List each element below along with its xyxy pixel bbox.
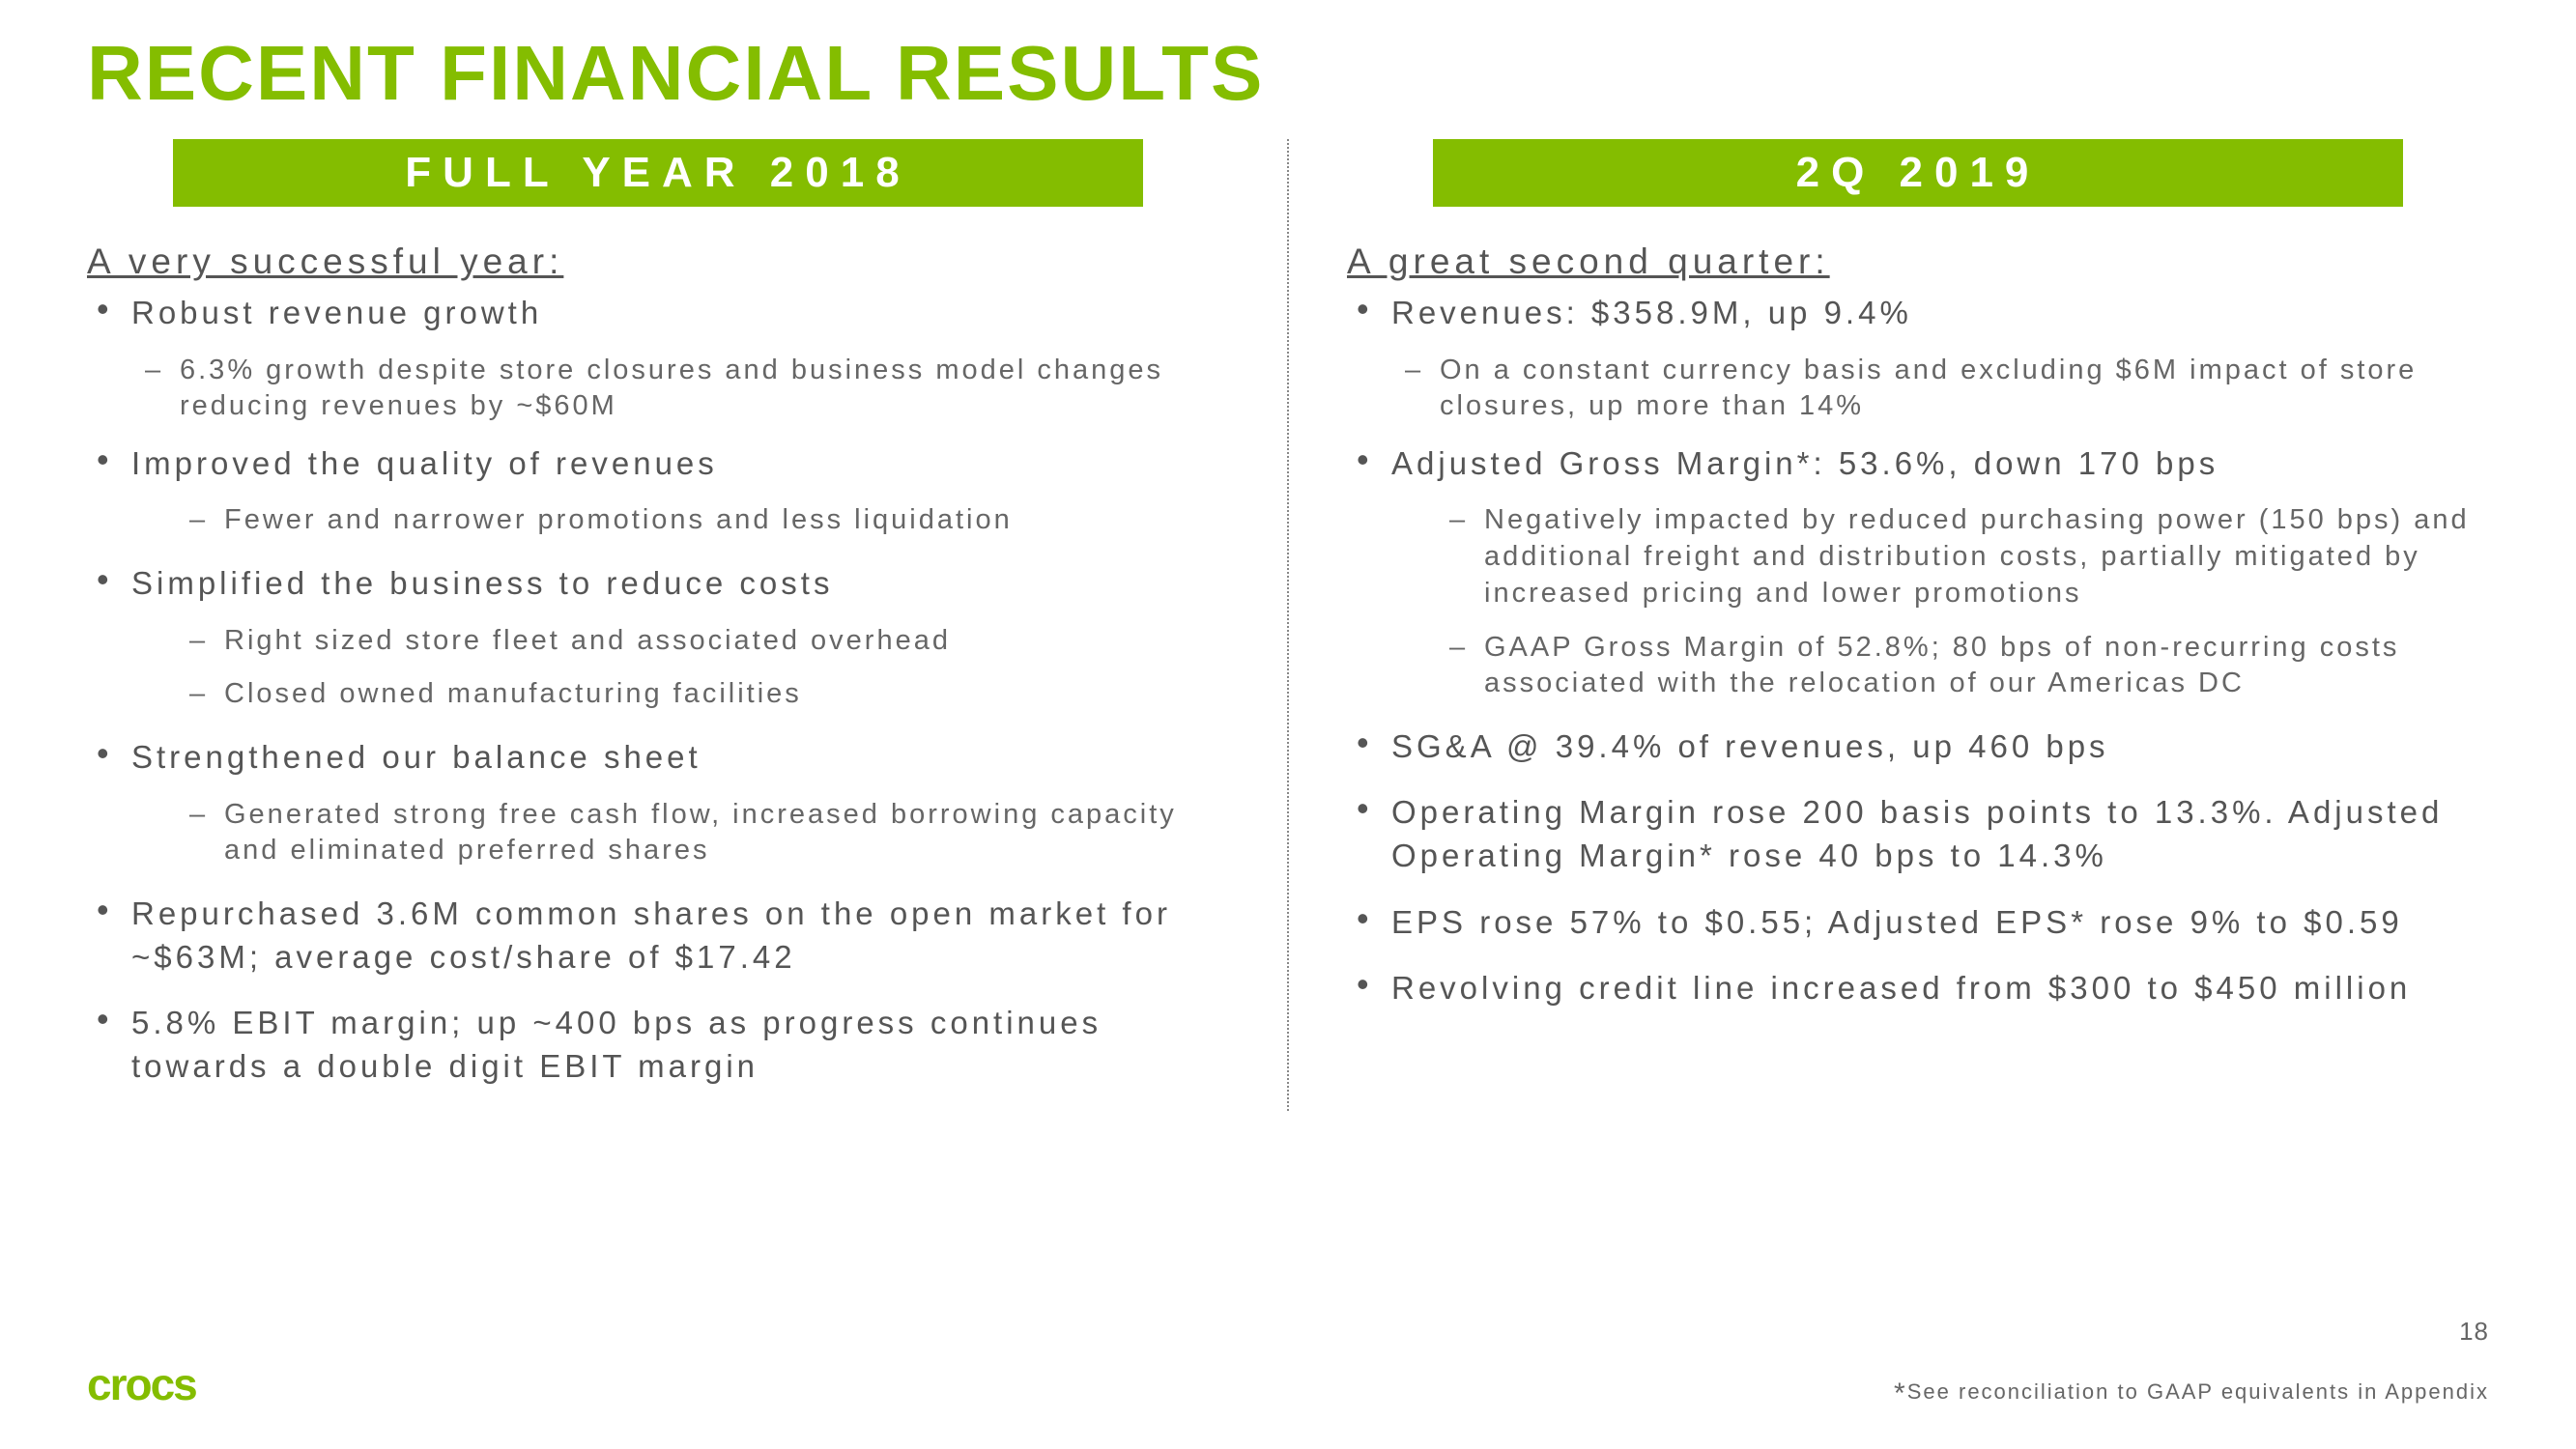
sub-list: Fewer and narrower promotions and less l…	[131, 502, 1229, 539]
bullet-text: Simplified the business to reduce costs	[131, 565, 833, 601]
sub-item: Negatively impacted by reduced purchasin…	[1440, 502, 2489, 611]
footnote-text: See reconciliation to GAAP equivalents i…	[1907, 1379, 2489, 1404]
right-first-bullet: Revenues: $358.9M, up 9.4%	[1347, 292, 2489, 335]
left-bullet-list: Improved the quality of revenues Fewer an…	[87, 442, 1229, 1088]
left-column: FULL YEAR 2018 A very successful year: R…	[87, 139, 1277, 1111]
bullet-item: Repurchased 3.6M common shares on the op…	[87, 893, 1229, 979]
footer: crocs 18 *See reconciliation to GAAP equ…	[87, 1317, 2489, 1410]
content-columns: FULL YEAR 2018 A very successful year: R…	[87, 139, 2489, 1111]
bullet-text: SG&A @ 39.4% of revenues, up 460 bps	[1391, 728, 2109, 764]
sub-item: Generated strong free cash flow, increas…	[180, 797, 1229, 869]
bullet-item: Adjusted Gross Margin*: 53.6%, down 170 …	[1347, 442, 2489, 702]
left-subtitle: A very successful year:	[87, 242, 1229, 282]
bullet-text: Adjusted Gross Margin*: 53.6%, down 170 …	[1391, 445, 2218, 481]
bullet-text: Strengthened our balance sheet	[131, 739, 701, 775]
right-first-sublist: On a constant currency basis and excludi…	[1347, 353, 2489, 425]
sub-list: Right sized store fleet and associated o…	[131, 623, 1229, 713]
brand-logo: crocs	[87, 1358, 196, 1410]
left-first-bullet: Robust revenue growth	[87, 292, 1229, 335]
right-column: 2Q 2019 A great second quarter: Revenues…	[1299, 139, 2489, 1111]
footnote: *See reconciliation to GAAP equivalents …	[1894, 1378, 2489, 1410]
sub-item: On a constant currency basis and excludi…	[1395, 353, 2489, 425]
sub-list: Generated strong free cash flow, increas…	[131, 797, 1229, 869]
page-title: RECENT FINANCIAL RESULTS	[87, 29, 2489, 118]
sub-item: GAAP Gross Margin of 52.8%; 80 bps of no…	[1440, 630, 2489, 702]
left-first-sublist: 6.3% growth despite store closures and b…	[87, 353, 1229, 425]
bullet-item: SG&A @ 39.4% of revenues, up 460 bps	[1347, 725, 2489, 769]
sub-item: Right sized store fleet and associated o…	[180, 623, 1229, 660]
left-header-bar: FULL YEAR 2018	[173, 139, 1144, 207]
bullet-text: 5.8% EBIT margin; up ~400 bps as progres…	[131, 1005, 1102, 1084]
sub-list: Negatively impacted by reduced purchasin…	[1391, 502, 2489, 701]
page-number: 18	[2459, 1317, 2489, 1347]
column-divider	[1287, 139, 1289, 1111]
bullet-text: EPS rose 57% to $0.55; Adjusted EPS* ros…	[1391, 904, 2403, 940]
bullet-item: Operating Margin rose 200 basis points t…	[1347, 791, 2489, 877]
right-subtitle: A great second quarter:	[1347, 242, 2489, 282]
right-bullet-list: Adjusted Gross Margin*: 53.6%, down 170 …	[1347, 442, 2489, 1010]
right-header-bar: 2Q 2019	[1433, 139, 2404, 207]
bullet-text: Operating Margin rose 200 basis points t…	[1391, 794, 2443, 873]
sub-item: Closed owned manufacturing facilities	[180, 676, 1229, 713]
bullet-text: Improved the quality of revenues	[131, 445, 718, 481]
bullet-item: Revolving credit line increased from $30…	[1347, 967, 2489, 1010]
bullet-text: Repurchased 3.6M common shares on the op…	[131, 895, 1171, 975]
bullet-item: Simplified the business to reduce costs R…	[87, 562, 1229, 713]
footer-right: 18 *See reconciliation to GAAP equivalen…	[1894, 1317, 2489, 1410]
sub-item: Fewer and narrower promotions and less l…	[180, 502, 1229, 539]
sub-item: 6.3% growth despite store closures and b…	[135, 353, 1229, 425]
bullet-text: Revolving credit line increased from $30…	[1391, 970, 2411, 1006]
bullet-item: Improved the quality of revenues Fewer an…	[87, 442, 1229, 539]
bullet-item: Strengthened our balance sheet Generated …	[87, 736, 1229, 869]
bullet-item: 5.8% EBIT margin; up ~400 bps as progres…	[87, 1002, 1229, 1088]
bullet-item: EPS rose 57% to $0.55; Adjusted EPS* ros…	[1347, 901, 2489, 945]
